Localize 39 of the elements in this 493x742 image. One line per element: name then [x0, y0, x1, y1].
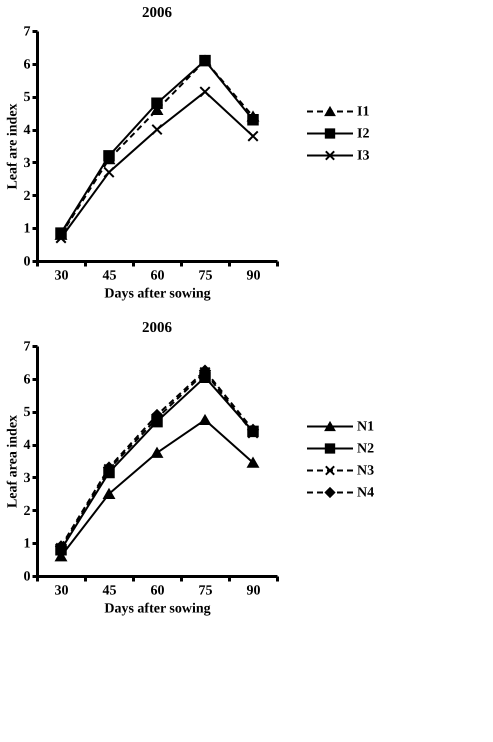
x-axis-title: Days after sowing	[104, 286, 211, 302]
y-tick-label: 7	[24, 24, 30, 40]
x-tick-label: 75	[198, 268, 212, 284]
x-tick-label: 75	[198, 584, 212, 598]
legend-label: N2	[357, 442, 374, 456]
legend-label: N1	[357, 420, 374, 434]
x-tick-label: 60	[150, 584, 164, 598]
y-tick-label: 2	[24, 504, 30, 519]
y-tick-label: 4	[24, 438, 30, 454]
y-tick-label: 3	[24, 470, 30, 486]
chart-title: 2006	[142, 320, 172, 336]
legend-label: I2	[357, 126, 370, 142]
y-tick-label: 1	[24, 536, 30, 552]
y-axis-title: Leaf area index	[6, 414, 20, 508]
y-tick-label: 5	[24, 405, 30, 420]
y-tick-label: 7	[24, 340, 30, 354]
x-tick-label: 90	[246, 268, 260, 284]
x-tick-label: 90	[246, 584, 260, 598]
y-axis-title: Leaf are index	[6, 103, 20, 190]
legend-label: I1	[357, 104, 370, 120]
y-tick-label: 6	[24, 57, 30, 72]
y-tick-label: 1	[24, 222, 30, 237]
legend-label: N3	[357, 464, 374, 478]
x-axis-title: Days after sowing	[104, 602, 211, 616]
y-tick-label: 0	[24, 254, 30, 270]
y-tick-label: 2	[24, 188, 30, 204]
legend-label: I3	[357, 148, 370, 164]
x-tick-label: 45	[102, 584, 116, 598]
chart-title: 2006	[142, 5, 172, 21]
y-tick-label: 5	[24, 90, 30, 106]
y-tick-label: 6	[24, 372, 30, 388]
x-tick-label: 60	[150, 268, 164, 284]
legend-label: N4	[357, 486, 374, 500]
y-tick-label: 3	[24, 156, 30, 171]
y-tick-label: 4	[24, 123, 30, 138]
x-tick-label: 45	[102, 268, 116, 284]
y-tick-label: 0	[24, 570, 30, 584]
x-tick-label: 30	[54, 584, 68, 598]
x-tick-label: 30	[54, 268, 68, 284]
